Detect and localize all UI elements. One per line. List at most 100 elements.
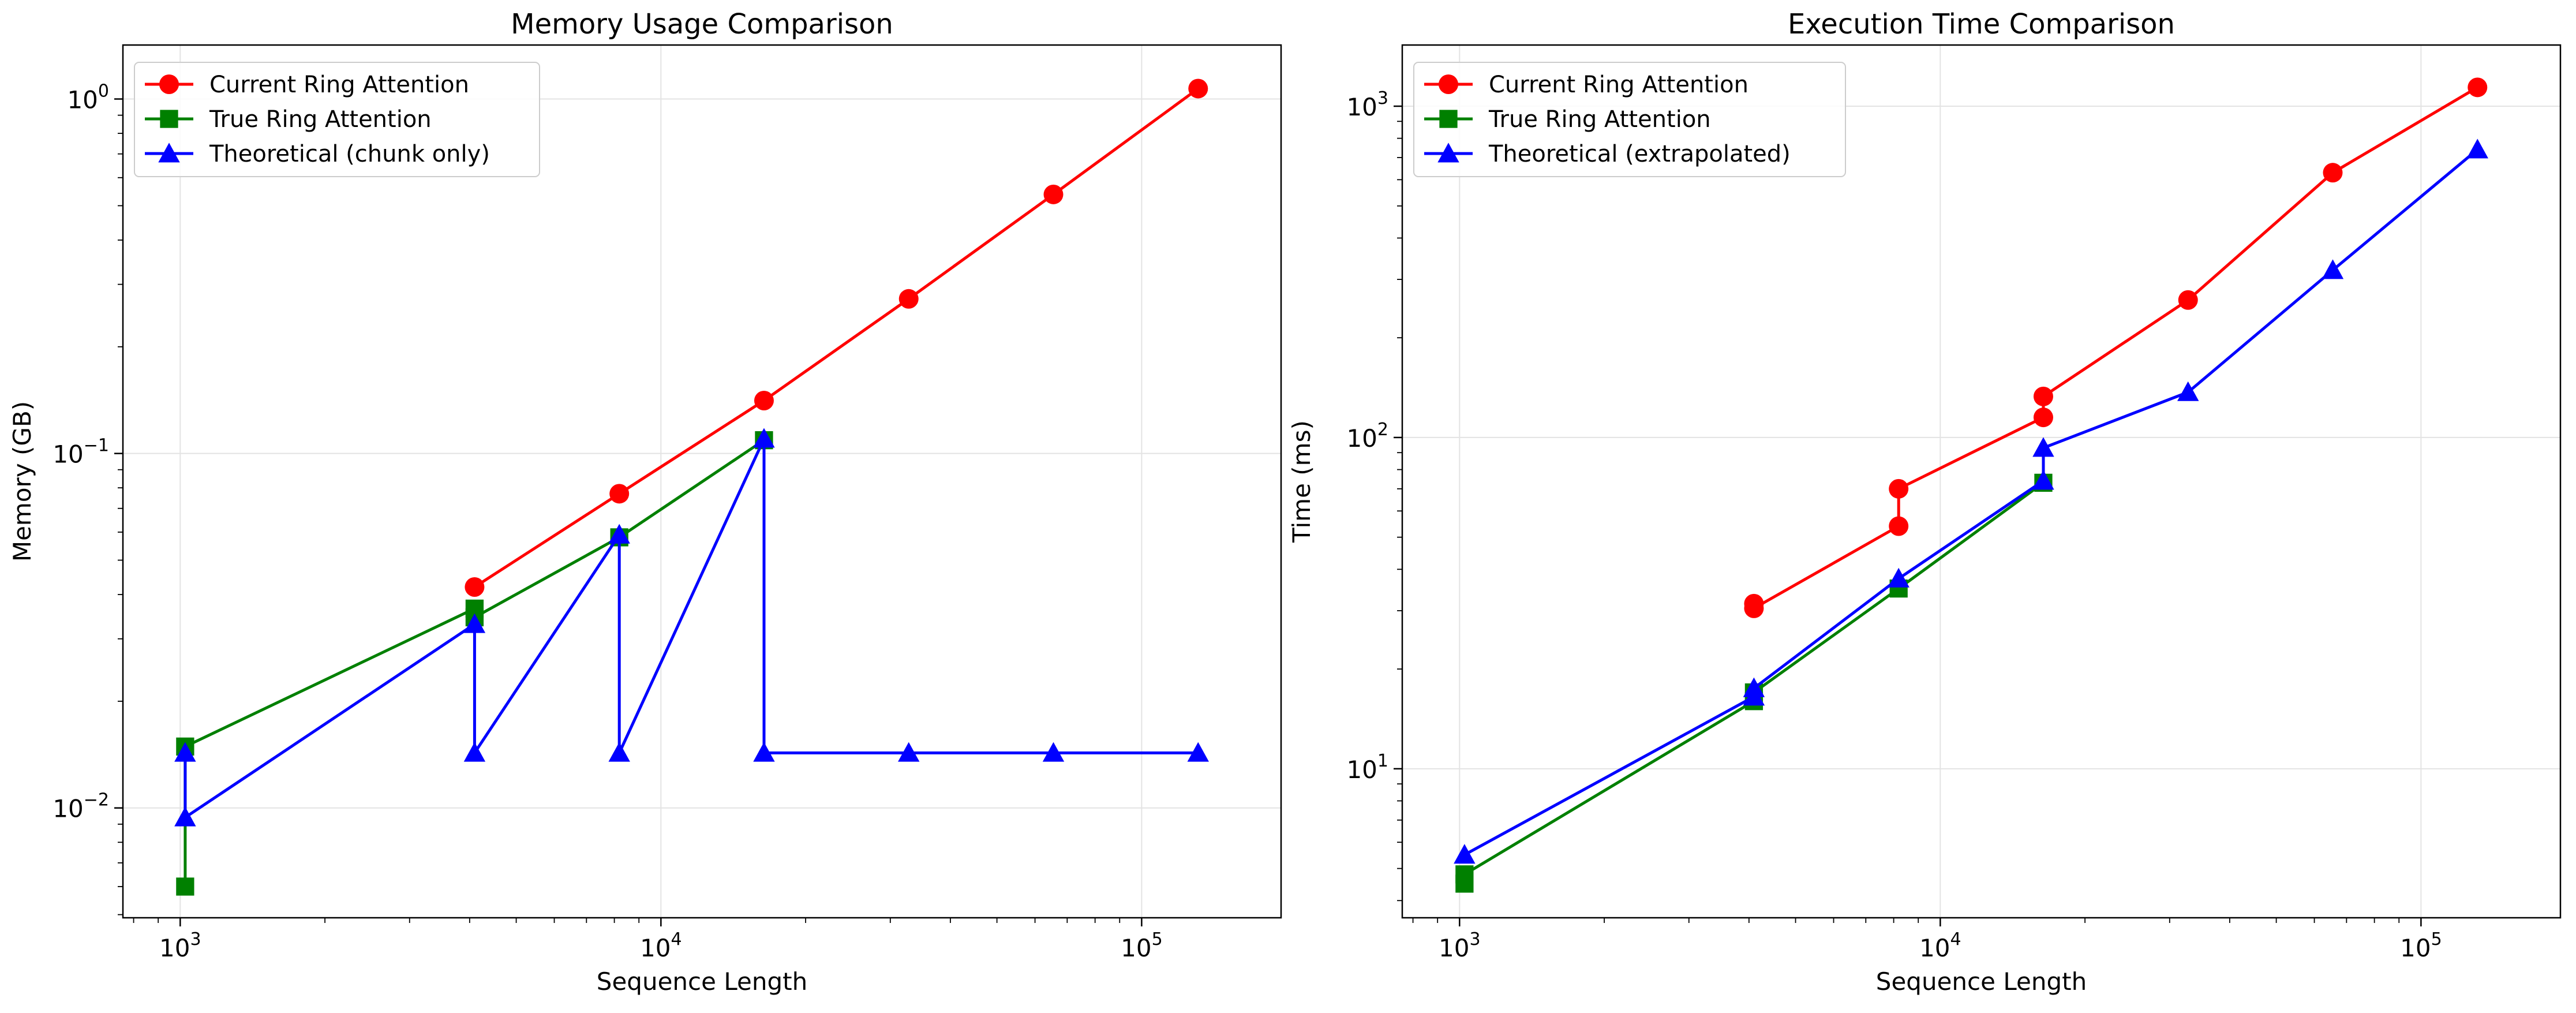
circle-marker [2033, 386, 2053, 406]
y-tick-base: 10 [67, 86, 98, 114]
y-tick-exponent: 2 [1377, 420, 1388, 440]
triangle-marker [2177, 381, 2199, 401]
triangle-marker [463, 742, 486, 762]
legend-entry-label: Theoretical (extrapolated) [1488, 141, 1791, 167]
legend-entry-label: True Ring Attention [1488, 106, 1711, 133]
y-tick-exponent: 1 [1377, 751, 1388, 771]
x-tick-exponent: 4 [671, 929, 682, 950]
x-tick-exponent: 5 [2431, 929, 2442, 950]
x-tick-exponent: 3 [1469, 929, 1480, 950]
x-tick-exponent: 4 [1950, 929, 1961, 950]
y-axis-label: Memory (GB) [8, 401, 36, 562]
legend-box [134, 62, 540, 177]
triangle-marker [463, 613, 486, 633]
circle-marker [465, 577, 485, 597]
plot-frame [122, 44, 1282, 919]
y-tick-label: 10−2 [53, 790, 109, 823]
square-marker [1439, 110, 1458, 128]
y-tick-label: 101 [1346, 751, 1388, 784]
y-tick-base: 10 [53, 440, 83, 469]
y-axis-label: Time (ms) [1287, 420, 1316, 543]
legend-box [1413, 62, 1846, 177]
triangle-marker [898, 742, 920, 762]
y-tick-base: 10 [1346, 93, 1377, 121]
y-tick-exponent: 3 [1377, 88, 1388, 109]
circle-marker [1889, 516, 1909, 536]
square-marker [160, 110, 178, 128]
series-triangle [174, 428, 1209, 827]
series-circle [465, 79, 1208, 597]
triangle-marker [1888, 567, 1909, 588]
triangle-marker [2032, 437, 2054, 457]
x-tick-base: 10 [1919, 934, 1950, 962]
legend-entry-label: Current Ring Attention [1489, 72, 1748, 98]
chart-title: Execution Time Comparison [1788, 8, 2175, 40]
x-axis-label: Sequence Length [1876, 967, 2087, 996]
triangle-marker [2322, 259, 2344, 279]
circle-marker [1188, 79, 1208, 99]
series-triangle [1454, 139, 2488, 864]
x-tick-label: 105 [2400, 929, 2442, 962]
triangle-marker [1743, 677, 1765, 697]
data-series [174, 79, 1209, 896]
legend: Current Ring Attention True Ring Attentio… [134, 62, 540, 177]
series-circle [1744, 77, 2488, 618]
x-tick-base: 10 [159, 934, 190, 962]
series-line [474, 87, 1199, 589]
legend-entry-label: True Ring Attention [209, 106, 432, 133]
circle-marker [754, 390, 774, 410]
triangle-marker [1187, 742, 1209, 762]
triangle-marker [1454, 844, 1476, 864]
legend: Current Ring Attention True Ring Attentio… [1413, 62, 1846, 177]
legend-entry-label: Current Ring Attention [209, 72, 469, 98]
x-axis-label: Sequence Length [597, 967, 807, 996]
legend-entry-label: Theoretical (chunk only) [209, 141, 490, 167]
y-tick-exponent: −2 [84, 790, 109, 810]
x-tick-base: 10 [2400, 934, 2431, 962]
y-tick-label: 100 [67, 81, 109, 114]
circle-marker [1744, 598, 1764, 618]
data-series [1454, 77, 2488, 893]
y-tick-label: 103 [1346, 88, 1388, 121]
grid-lines [1402, 45, 2560, 918]
y-tick-base: 10 [53, 795, 83, 823]
circle-marker [609, 484, 630, 504]
triangle-marker [753, 428, 775, 448]
circle-marker [898, 289, 919, 309]
y-tick-base: 10 [1346, 756, 1377, 784]
x-tick-label: 103 [1439, 929, 1481, 962]
x-tick-exponent: 5 [1152, 929, 1163, 950]
triangle-marker [174, 742, 196, 762]
triangle-marker [2466, 139, 2488, 159]
triangle-marker [174, 806, 196, 827]
circle-marker [1889, 479, 1909, 499]
triangle-marker [1437, 143, 1459, 163]
y-tick-base: 10 [1346, 424, 1377, 453]
triangle-marker [2032, 470, 2054, 490]
circle-marker [2033, 408, 2053, 428]
x-tick-base: 10 [1439, 934, 1469, 962]
circle-marker [1439, 74, 1458, 94]
y-tick-exponent: 0 [98, 81, 109, 102]
chart-title: Memory Usage Comparison [511, 8, 893, 40]
x-tick-label: 103 [159, 929, 201, 962]
circle-marker [2323, 163, 2343, 183]
x-tick-label: 104 [640, 929, 682, 962]
circle-marker [159, 74, 179, 94]
plot-frame [1401, 44, 2562, 919]
y-tick-exponent: −1 [84, 436, 109, 456]
x-tick-label: 105 [1121, 929, 1163, 962]
x-tick-label: 104 [1919, 929, 1961, 962]
triangle-marker [608, 524, 630, 544]
y-tick-label: 10−1 [53, 436, 109, 469]
x-tick-exponent: 3 [190, 929, 201, 950]
square-marker [1455, 865, 1474, 884]
circle-marker [2468, 77, 2488, 98]
triangle-marker [753, 742, 775, 762]
y-tick-label: 102 [1346, 420, 1388, 453]
circle-marker [1043, 184, 1064, 204]
